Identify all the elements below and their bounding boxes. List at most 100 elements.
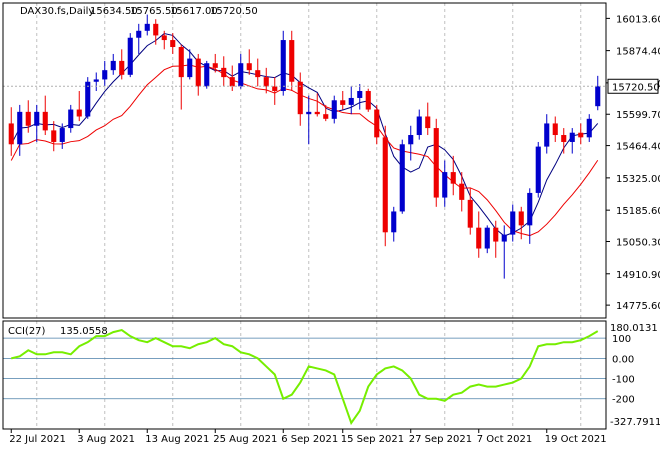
- candle-body: [246, 63, 252, 71]
- candle-body: [416, 116, 422, 136]
- current-price-box: [607, 78, 659, 94]
- x-tick-label: 3 Aug 2021: [77, 434, 135, 445]
- candle-body: [586, 118, 592, 138]
- y-tick-label: 15599.70: [616, 110, 660, 121]
- candle-body: [493, 227, 499, 242]
- candle-body: [297, 81, 303, 115]
- current-price-label: 15720.50: [612, 82, 660, 93]
- candle-body: [263, 77, 269, 87]
- candle-body: [34, 111, 40, 126]
- candle-body: [221, 67, 227, 78]
- candle-body: [501, 234, 507, 242]
- candle-body: [212, 63, 218, 68]
- candle-body: [561, 135, 567, 142]
- candle-body: [518, 211, 524, 226]
- y-tick-label: 14775.60: [616, 301, 660, 312]
- candle-body: [331, 100, 337, 119]
- candle-body: [289, 40, 295, 82]
- candle-body: [399, 144, 405, 212]
- y-tick-label: 15325.00: [616, 174, 660, 185]
- candle-body: [374, 109, 380, 138]
- x-tick-label: 19 Oct 2021: [545, 434, 607, 445]
- cci-title: CCI(27): [8, 326, 46, 337]
- candle-body: [59, 128, 65, 142]
- cci-level-label: 100: [612, 334, 631, 345]
- candle-body: [510, 211, 516, 235]
- candle-body: [102, 70, 108, 80]
- candle-body: [306, 111, 312, 115]
- candle-body: [178, 47, 184, 78]
- candle-body: [595, 86, 601, 107]
- y-tick-label: 15050.30: [616, 237, 660, 248]
- candle-body: [527, 192, 533, 226]
- candle-body: [25, 111, 31, 126]
- cci-value: 135.0558: [60, 326, 108, 337]
- x-tick-label: 22 Jul 2021: [9, 434, 66, 445]
- candle-body: [68, 109, 74, 129]
- candle-body: [323, 114, 329, 119]
- y-tick-label: 14910.90: [616, 270, 660, 281]
- main-chart-title: DAX30.fs,Daily: [20, 6, 94, 17]
- candle-body: [187, 58, 193, 78]
- candle-body: [272, 86, 278, 92]
- candle-body: [459, 183, 465, 200]
- candle-body: [110, 60, 116, 71]
- ohlc-close: 15720.50: [210, 6, 258, 17]
- candle-body: [544, 123, 550, 147]
- candle-body: [280, 40, 286, 92]
- x-tick-label: 25 Aug 2021: [213, 434, 277, 445]
- slow-moving-average-line: [10, 64, 599, 237]
- candle-body: [442, 172, 448, 198]
- x-tick-label: 13 Aug 2021: [145, 434, 209, 445]
- candle-body: [204, 63, 210, 87]
- x-tick-label: 27 Sep 2021: [409, 434, 472, 445]
- candle-body: [569, 132, 575, 142]
- candle-body: [408, 135, 414, 145]
- candle-body: [450, 172, 456, 184]
- candle-body: [170, 40, 176, 48]
- candle-body: [8, 123, 14, 145]
- cci-level-label: -200: [612, 395, 635, 406]
- candle-body: [17, 111, 23, 145]
- x-tick-label: 7 Oct 2021: [477, 434, 532, 445]
- candle-body: [382, 137, 388, 233]
- cci-min-label: -327.7911: [610, 417, 660, 428]
- candle-body: [76, 109, 82, 117]
- candle-body: [255, 70, 261, 78]
- cci-level-label: -100: [612, 375, 635, 386]
- candle-body: [195, 58, 201, 87]
- cci-line: [11, 329, 599, 426]
- candle-body: [314, 111, 320, 115]
- candle-body: [161, 35, 167, 41]
- candle-body: [229, 77, 235, 87]
- candle-body: [127, 37, 133, 75]
- x-tick-label: 6 Sep 2021: [281, 434, 338, 445]
- y-tick-label: 15185.60: [616, 206, 660, 217]
- candle-body: [476, 227, 482, 249]
- candle-body: [340, 100, 346, 105]
- x-tick-label: 15 Sep 2021: [341, 434, 404, 445]
- ohlc-open: 15634.50: [90, 6, 138, 17]
- candle-body: [433, 128, 439, 198]
- candle-body: [51, 130, 57, 142]
- y-tick-label: 15464.40: [616, 142, 660, 153]
- candle-body: [119, 60, 125, 75]
- candle-body: [552, 123, 558, 136]
- candle-body: [93, 79, 99, 82]
- y-tick-label: 16013.60: [616, 14, 660, 25]
- candle-body: [425, 116, 431, 129]
- candle-body: [136, 30, 142, 38]
- candle-body: [391, 211, 397, 233]
- candle-body: [578, 132, 584, 138]
- candle-body: [535, 146, 541, 193]
- candle-body: [348, 97, 354, 105]
- candle-body: [42, 111, 48, 131]
- ohlc-high: 15765.50: [130, 6, 178, 17]
- candle-body: [467, 199, 473, 228]
- candle-body: [484, 227, 490, 249]
- y-tick-label: 15874.40: [616, 47, 660, 58]
- cci-level-label: 0.00: [612, 354, 634, 365]
- candle-body: [153, 23, 159, 36]
- candle-body: [238, 63, 244, 87]
